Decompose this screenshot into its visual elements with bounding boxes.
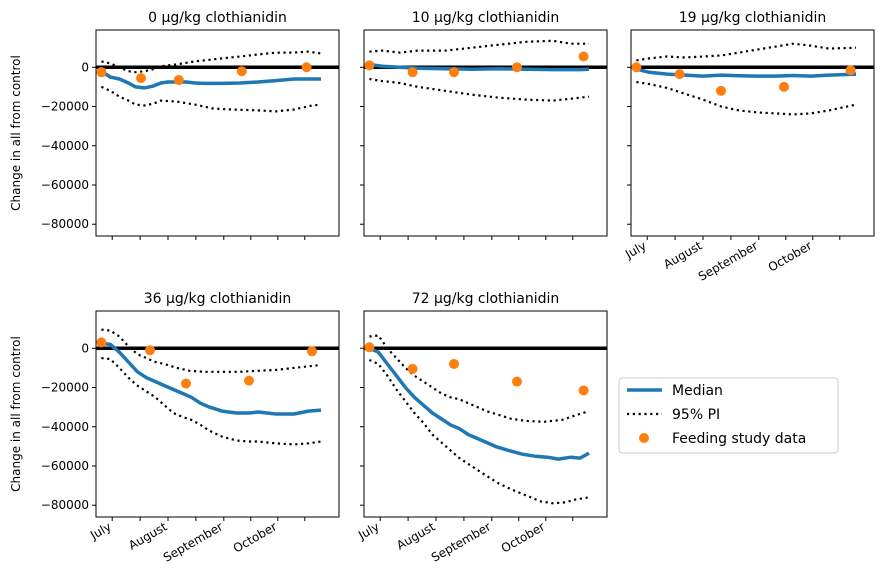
pi-upper-line: [101, 328, 322, 373]
panel-4: 36 µg/kg clothianidin 0 −20000 −40000 −60000…: [9, 291, 340, 565]
median-line: [100, 69, 321, 90]
x-tick-label: October: [231, 519, 280, 555]
plot-area: [364, 39, 607, 102]
plot-area: [96, 50, 339, 113]
legend-label: Feeding study data: [672, 431, 806, 447]
feeding-study-point: [449, 358, 459, 369]
feeding-study-point: [145, 345, 155, 356]
legend-label: 95% PI: [672, 407, 720, 423]
y-axis-label: Change in all from control: [9, 336, 23, 492]
panel-title: 72 µg/kg clothianidin: [412, 291, 560, 307]
feeding-study-point: [244, 375, 254, 386]
feeding-study-point: [136, 73, 146, 84]
panel-title: 0 µg/kg clothianidin: [148, 10, 287, 26]
legend: Median 95% PI Feeding study data: [618, 377, 839, 454]
legend-observed-swatch: [639, 433, 649, 443]
feeding-study-point: [674, 69, 685, 80]
pi-upper-line: [636, 42, 857, 62]
feeding-study-point: [173, 75, 184, 86]
legend-label: Median: [672, 383, 723, 399]
pi-upper-line: [369, 39, 589, 54]
x-tick-label: July: [622, 238, 649, 261]
panel-2: 10 µg/kg clothianidin: [360, 10, 608, 240]
x-tick-label: September: [429, 519, 493, 564]
feeding-study-point: [307, 346, 317, 357]
feeding-study-point: [512, 62, 522, 73]
feeding-study-point: [236, 66, 247, 77]
feeding-study-point: [407, 363, 418, 374]
pi-lower-line: [636, 80, 857, 116]
feeding-study-point: [181, 378, 191, 389]
y-tick-label: −80000: [41, 498, 89, 512]
feeding-study-point: [96, 67, 107, 78]
panel-frame: [630, 29, 875, 237]
median-line: [369, 62, 590, 72]
pi-lower-line: [100, 85, 322, 113]
feeding-study-point: [96, 337, 107, 348]
panel-frame: [95, 29, 340, 237]
x-tick-label: September: [696, 238, 760, 283]
plot-area: [364, 334, 607, 505]
feeding-study-point: [779, 81, 789, 92]
pi-upper-line: [369, 334, 590, 423]
pi-lower-line: [101, 357, 322, 446]
feeding-study-point: [631, 62, 642, 73]
y-tick-label: −40000: [41, 420, 89, 434]
y-tick-label: −80000: [41, 217, 89, 231]
pi-upper-line: [101, 50, 322, 74]
feeding-study-point: [364, 342, 375, 353]
panel-frame: [363, 310, 608, 518]
feeding-study-point: [449, 67, 459, 78]
y-tick-label: 0: [81, 341, 89, 355]
feeding-study-point: [845, 65, 856, 76]
feeding-study-point: [578, 51, 589, 62]
feeding-study-point: [301, 62, 312, 73]
x-tick-label: July: [355, 519, 382, 542]
x-tick-label: October: [766, 238, 815, 274]
y-tick-label: −40000: [41, 139, 89, 153]
median-line: [101, 341, 322, 416]
panel-title: 36 µg/kg clothianidin: [144, 291, 292, 307]
median-line: [368, 346, 590, 461]
legend-box: [618, 377, 839, 454]
x-tick-label: August: [394, 519, 438, 552]
panel-3: 19 µg/kg clothianidin July AugustSeptember…: [622, 10, 875, 284]
x-tick-label: October: [499, 519, 548, 555]
y-tick-label: −20000: [41, 100, 89, 114]
median-line: [635, 67, 857, 78]
plot-area: [631, 42, 874, 116]
plot-area: [96, 328, 339, 446]
feeding-study-point: [578, 385, 589, 396]
x-tick-label: September: [161, 519, 225, 564]
panel-frame: [95, 310, 340, 518]
x-tick-label: August: [661, 238, 705, 271]
y-tick-label: −60000: [41, 178, 89, 192]
y-tick-label: −20000: [41, 381, 89, 395]
pi-lower-line: [369, 77, 590, 102]
panel-frame: [363, 29, 608, 237]
y-tick-label: −60000: [41, 459, 89, 473]
panel-title: 10 µg/kg clothianidin: [412, 10, 560, 26]
panel-title: 19 µg/kg clothianidin: [679, 10, 827, 26]
pi-lower-line: [368, 358, 590, 505]
y-axis-label: Change in all from control: [9, 55, 23, 211]
panel-5: 72 µg/kg clothianidin July AugustSeptember…: [355, 291, 608, 565]
x-tick-label: August: [126, 519, 170, 552]
feeding-study-point: [512, 376, 522, 387]
y-tick-label: 0: [81, 60, 89, 74]
feeding-study-point: [364, 60, 375, 71]
feeding-study-point: [716, 85, 726, 96]
feeding-study-point: [407, 67, 418, 78]
panel-1: 0 µg/kg clothianidin 0 −20000 −40000 −60000 −…: [9, 10, 340, 240]
x-tick-label: July: [87, 519, 114, 542]
